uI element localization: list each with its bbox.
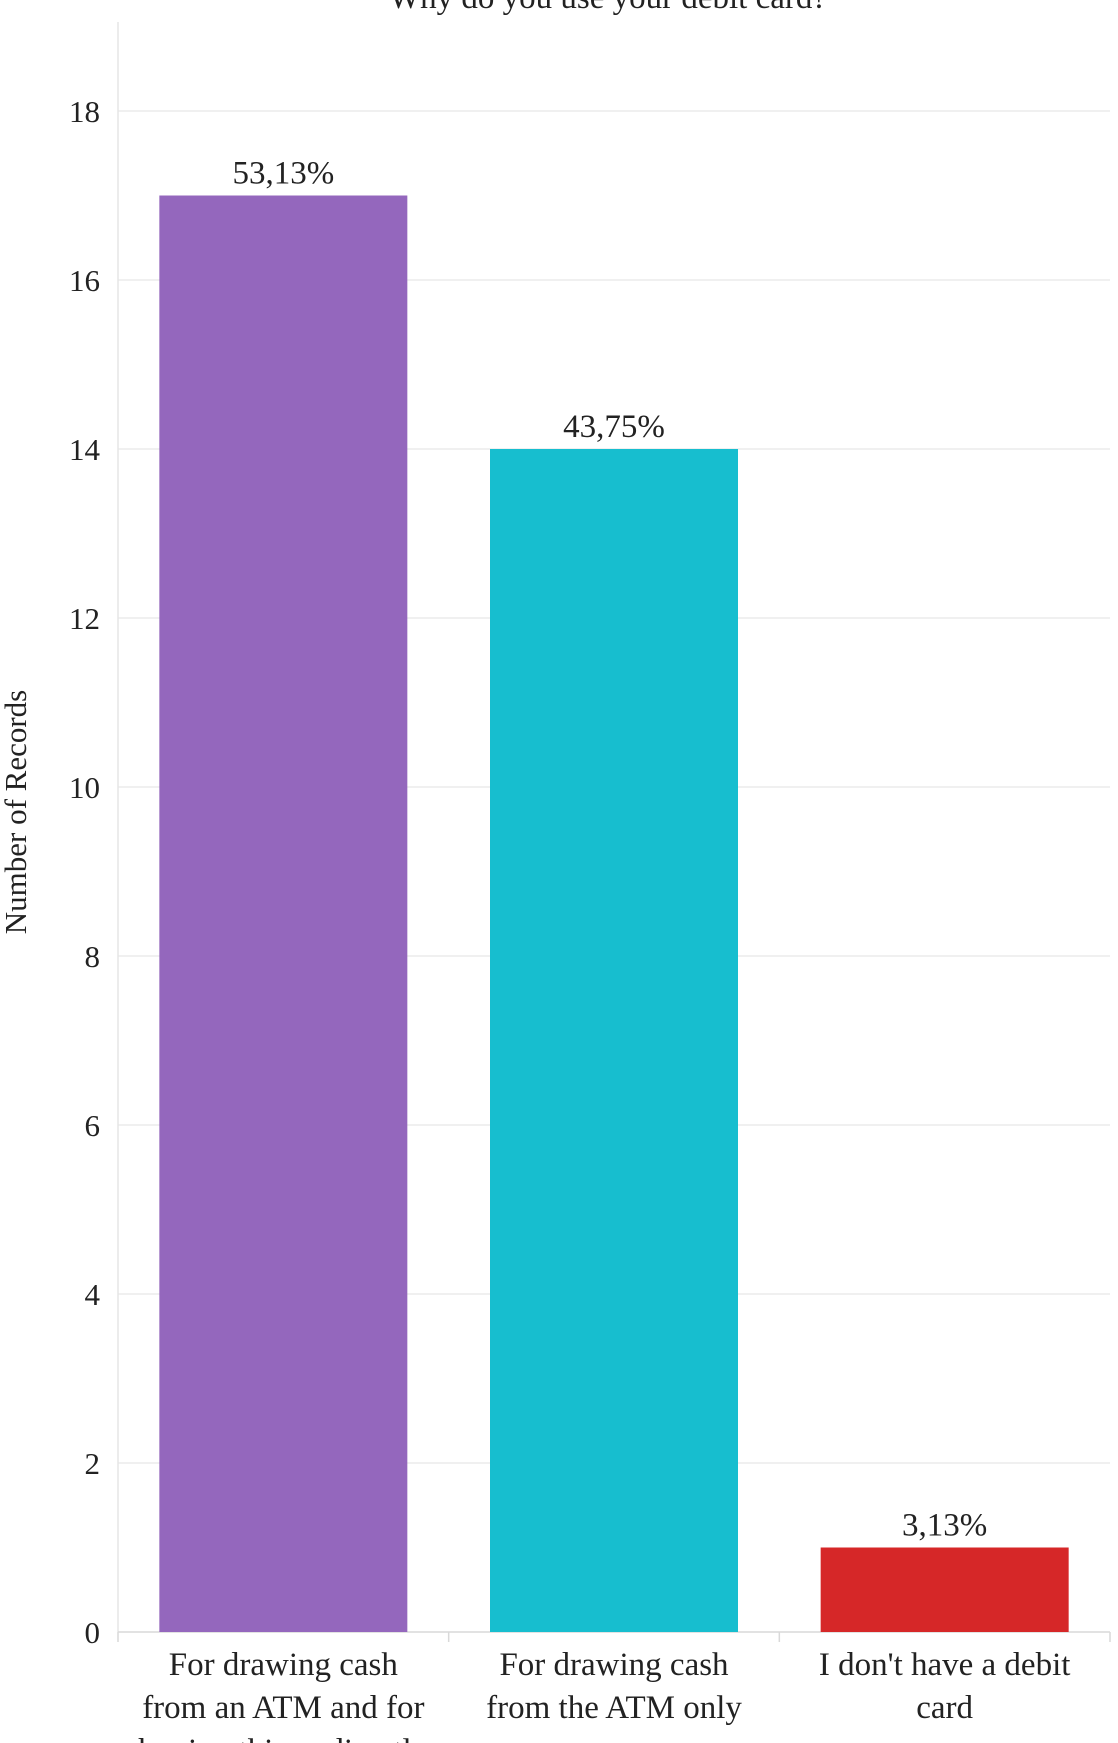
y-tick-label: 16	[69, 263, 100, 298]
data-label: 43,75%	[563, 409, 665, 445]
y-tick-label: 4	[85, 1277, 101, 1312]
bar	[159, 195, 408, 1632]
data-label: 53,13%	[232, 156, 334, 192]
x-category-label: I don't have a debit card	[819, 1647, 1071, 1726]
y-tick-label: 2	[85, 1446, 101, 1481]
x-category-label: For drawing cash from the ATM only	[486, 1647, 742, 1726]
y-tick-label: 10	[69, 770, 100, 805]
data-labels: 53,13% 43,75% 3,13%	[232, 156, 987, 1544]
bar	[820, 1547, 1069, 1632]
y-tick-label: 14	[69, 432, 101, 467]
y-tick-label: 6	[85, 1108, 101, 1143]
y-axis-ticks: 0 2 4 6 8 10 12 14 16 18	[69, 94, 101, 1650]
y-axis-title: Number of Records	[0, 690, 33, 935]
chart-title: Why do you use your debit card?	[389, 0, 827, 16]
bar	[490, 449, 738, 1632]
y-tick-label: 18	[69, 94, 100, 129]
data-label: 3,13%	[902, 1508, 987, 1544]
bars	[159, 195, 1069, 1632]
y-tick-label: 8	[85, 939, 101, 974]
y-tick-label: 0	[85, 1615, 101, 1650]
y-tick-label: 12	[69, 601, 100, 636]
